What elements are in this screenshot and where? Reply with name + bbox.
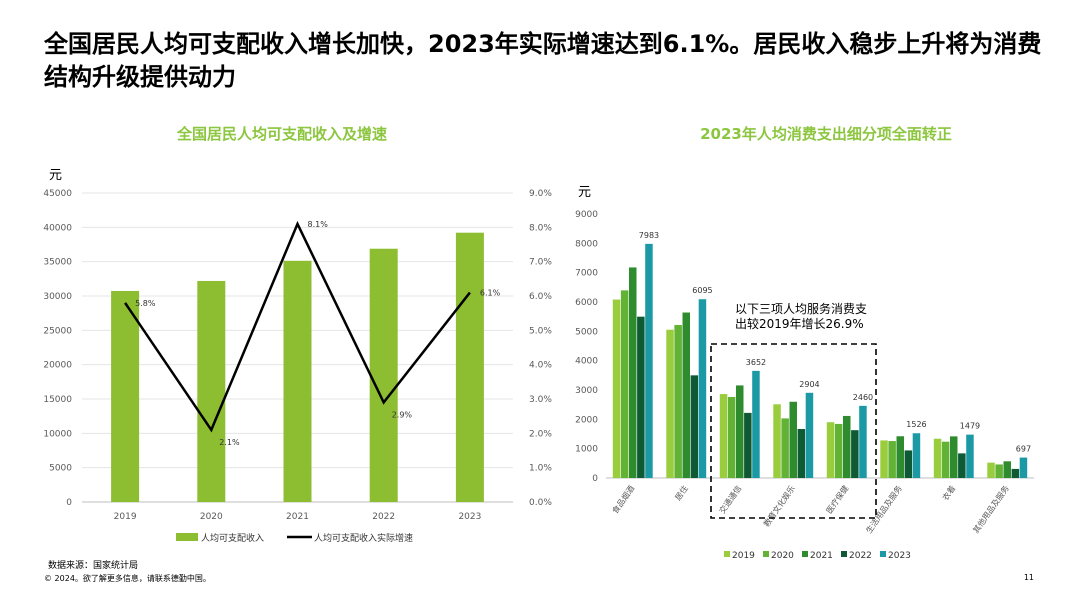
income-bar-2022 <box>369 248 398 502</box>
x-tick-label: 2019 <box>114 512 137 522</box>
y-left-tick-label: 30000 <box>43 292 72 302</box>
income-bar-2023 <box>455 232 484 502</box>
y-left-tick-label: 25000 <box>43 326 72 336</box>
y-right-tick-label: 3.0% <box>529 395 552 405</box>
y-right-tick-label: 9.0% <box>529 189 552 199</box>
growth-data-label: 2.1% <box>219 438 240 447</box>
y-left-tick-label: 20000 <box>43 361 72 371</box>
growth-data-label: 2.9% <box>392 410 413 419</box>
y-left-tick-label: 40000 <box>43 223 72 233</box>
y-left-tick-label: 45000 <box>43 189 72 199</box>
growth-data-label: 8.1% <box>308 220 329 229</box>
legend-swatch-income <box>176 533 198 541</box>
y-right-tick-label: 0.0% <box>529 498 552 508</box>
y-right-tick-label: 7.0% <box>529 258 552 268</box>
income-bar-2019 <box>111 290 140 502</box>
legend-label-growth: 人均可支配收入实际增速 <box>314 532 413 544</box>
income-unit-label: 元 <box>49 168 62 183</box>
y-left-tick-label: 5000 <box>49 464 72 474</box>
y-right-tick-label: 8.0% <box>529 223 552 233</box>
y-right-tick-label: 1.0% <box>529 464 552 474</box>
legend-label-income: 人均可支配收入 <box>201 532 264 544</box>
slide-title: 全国居民人均可支配收入增长加快，2023年实际增速达到6.1%。居民收入稳步上升… <box>44 30 1042 91</box>
x-tick-label: 2020 <box>200 512 223 522</box>
growth-data-label: 5.8% <box>135 299 156 308</box>
y-right-tick-label: 5.0% <box>529 326 552 336</box>
page-number: 11 <box>1023 573 1034 582</box>
income-bar-2021 <box>283 260 312 502</box>
copyright-note: © 2024。欲了解更多信息，请联系德勤中国。 <box>44 574 211 583</box>
y-left-tick-label: 35000 <box>43 258 72 268</box>
growth-line <box>124 220 471 433</box>
y-left-tick-label: 10000 <box>43 429 72 439</box>
y-left-tick-label: 0 <box>66 498 72 508</box>
x-tick-label: 2022 <box>372 512 395 522</box>
growth-data-label: 6.1% <box>480 289 501 298</box>
source-note: 数据来源：国家统计局 <box>48 561 139 571</box>
x-tick-label: 2023 <box>458 512 481 522</box>
income-chart-title: 全国居民人均可支配收入及增速 <box>176 125 387 143</box>
y-left-tick-label: 15000 <box>43 395 72 405</box>
income-bar-2020 <box>197 280 226 502</box>
x-tick-label: 2021 <box>286 512 309 522</box>
y-right-tick-label: 2.0% <box>529 429 552 439</box>
y-right-tick-label: 6.0% <box>529 292 552 302</box>
y-right-tick-label: 4.0% <box>529 361 552 371</box>
